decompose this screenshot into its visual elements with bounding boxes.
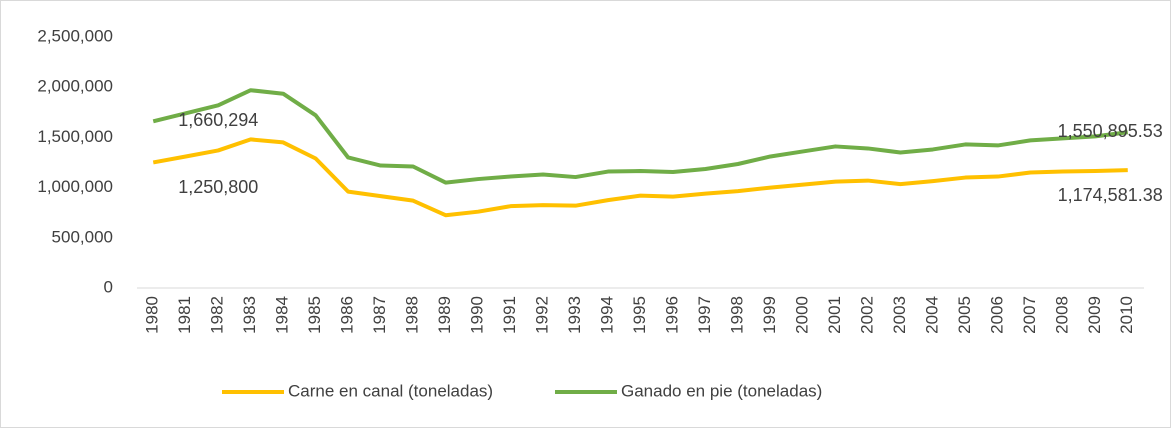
x-tick-label: 2010 bbox=[1117, 296, 1136, 334]
x-tick-label: 2007 bbox=[1020, 296, 1039, 334]
x-tick-label: 1983 bbox=[240, 296, 259, 334]
y-tick-label: 1,500,000 bbox=[37, 127, 113, 146]
x-tick-label: 1981 bbox=[175, 296, 194, 334]
data-label: 1,550,895.53 bbox=[1058, 121, 1163, 141]
x-tick-label: 1991 bbox=[500, 296, 519, 334]
x-tick-label: 1995 bbox=[630, 296, 649, 334]
y-tick-label: 500,000 bbox=[52, 227, 113, 246]
x-tick-label: 1998 bbox=[727, 296, 746, 334]
y-tick-label: 2,500,000 bbox=[37, 26, 113, 45]
x-tick-label: 1999 bbox=[760, 296, 779, 334]
x-tick-label: 2001 bbox=[825, 296, 844, 334]
x-tick-label: 2005 bbox=[955, 296, 974, 334]
x-tick-label: 2008 bbox=[1052, 296, 1071, 334]
y-tick-label: 1,000,000 bbox=[37, 177, 113, 196]
x-tick-label: 1990 bbox=[468, 296, 487, 334]
x-tick-label: 1989 bbox=[435, 296, 454, 334]
x-tick-label: 2004 bbox=[922, 296, 941, 334]
x-tick-label: 2000 bbox=[792, 296, 811, 334]
x-tick-label: 1987 bbox=[370, 296, 389, 334]
data-label: 1,660,294 bbox=[178, 110, 258, 130]
x-tick-label: 2002 bbox=[857, 296, 876, 334]
x-tick-label: 1988 bbox=[403, 296, 422, 334]
x-tick-label: 1996 bbox=[662, 296, 681, 334]
x-tick-label: 1993 bbox=[565, 296, 584, 334]
x-tick-label: 1986 bbox=[338, 296, 357, 334]
x-tick-label: 1992 bbox=[533, 296, 552, 334]
x-tick-label: 1994 bbox=[598, 296, 617, 334]
series-line bbox=[152, 88, 1129, 185]
x-tick-label: 1985 bbox=[305, 296, 324, 334]
data-label: 1,250,800 bbox=[178, 177, 258, 197]
y-tick-label: 0 bbox=[104, 277, 113, 296]
x-tick-label: 2003 bbox=[890, 296, 909, 334]
x-tick-label: 2006 bbox=[987, 296, 1006, 334]
y-tick-label: 2,000,000 bbox=[37, 77, 113, 96]
data-label: 1,174,581.38 bbox=[1058, 185, 1163, 205]
legend-label: Carne en canal (toneladas) bbox=[288, 381, 493, 400]
x-tick-label: 1980 bbox=[143, 296, 162, 334]
x-tick-label: 1984 bbox=[273, 296, 292, 334]
x-tick-label: 1982 bbox=[208, 296, 227, 334]
legend-label: Ganado en pie (toneladas) bbox=[621, 381, 822, 400]
x-tick-label: 1997 bbox=[695, 296, 714, 334]
series-line bbox=[152, 137, 1128, 218]
x-tick-label: 2009 bbox=[1085, 296, 1104, 334]
